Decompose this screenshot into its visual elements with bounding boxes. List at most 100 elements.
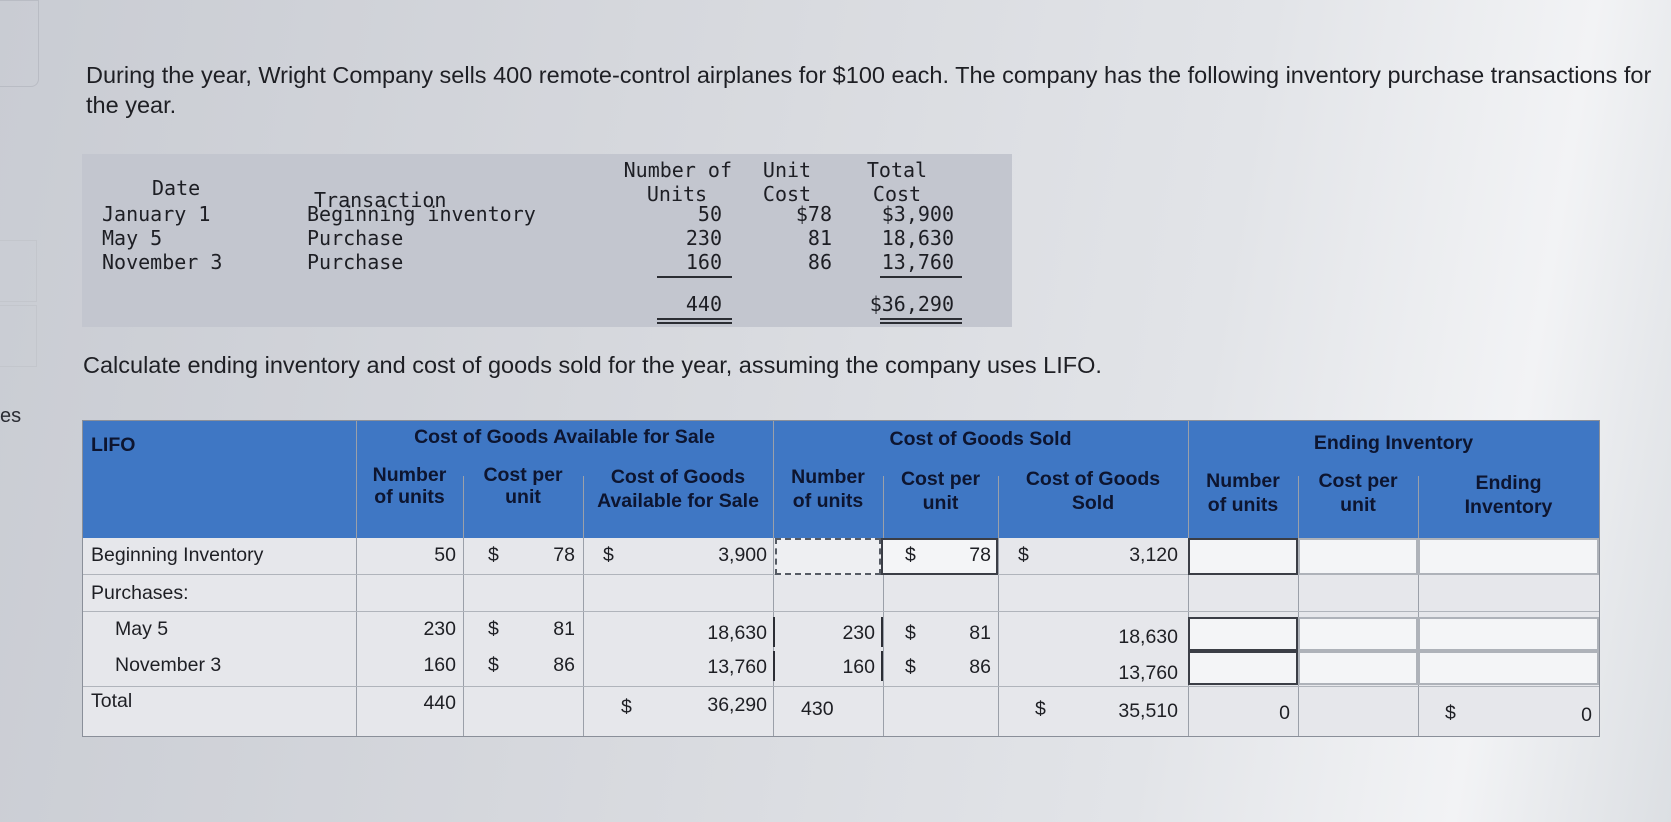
cogs-units-value: 230 <box>842 622 875 644</box>
cogs-units-input[interactable] <box>775 538 881 575</box>
col-header-cogs-units: of units <box>792 490 864 512</box>
input-edge <box>773 617 775 647</box>
col-header-cogas-total: Cost of Goods <box>610 466 746 488</box>
col-header-transaction: Transaction <box>314 188 447 212</box>
currency-symbol: $ <box>1035 698 1046 720</box>
subtotal-underline <box>880 276 962 278</box>
col-header-unit-cost: Cost <box>762 182 812 206</box>
cogas-units-value: 160 <box>423 654 456 676</box>
table-row-transaction: Beginning inventory <box>307 202 536 226</box>
cogas-total-value: 13,760 <box>707 656 767 678</box>
row-label-total: Total <box>91 690 133 712</box>
column-divider <box>1418 476 1419 736</box>
side-panel-box <box>0 305 37 367</box>
ending-cost-per-unit-input[interactable] <box>1298 617 1418 651</box>
total-double-underline <box>657 318 732 320</box>
column-divider <box>463 476 464 736</box>
row-label-november-3: November 3 <box>115 654 222 676</box>
table-row-transaction: Purchase <box>307 250 404 274</box>
col-header-cogs-total: Cost of Goods <box>1025 468 1161 490</box>
side-panel-box <box>0 240 37 302</box>
cogas-total-value: 18,630 <box>707 622 767 644</box>
ending-units-input[interactable] <box>1188 617 1298 651</box>
col-header-cogas-units: Number <box>372 464 447 486</box>
ending-inventory-input[interactable] <box>1418 538 1599 575</box>
window-edge-frame <box>0 0 39 87</box>
col-header-total-cost: Total <box>866 158 928 182</box>
cogs-total-value: 3,120 <box>1129 544 1178 566</box>
column-divider <box>883 476 884 736</box>
column-divider <box>356 421 357 736</box>
method-label: LIFO <box>91 434 136 456</box>
col-header-cogs-cost-per-unit: Cost per <box>900 468 981 490</box>
cogas-cost-per-unit-value: 81 <box>553 618 575 640</box>
currency-symbol: $ <box>1445 702 1456 724</box>
total-double-underline <box>880 318 962 320</box>
currency-symbol: $ <box>621 696 632 718</box>
column-divider <box>583 476 584 736</box>
row-label-purchases: Purchases: <box>91 582 189 604</box>
currency-symbol: $ <box>488 544 499 566</box>
input-edge <box>881 617 883 647</box>
table-row-total-cost: 18,630 <box>881 226 954 250</box>
subtotal-underline <box>657 276 732 278</box>
sidebar-edge-label: es <box>0 405 22 427</box>
row-label-may-5: May 5 <box>115 618 169 640</box>
col-header-date: Date <box>152 176 201 200</box>
currency-symbol: $ <box>905 656 916 678</box>
col-header-cogs-cost-per-unit: unit <box>922 492 959 514</box>
ending-inventory-input[interactable] <box>1418 651 1599 685</box>
cogas-total-value: 3,900 <box>718 544 767 566</box>
ending-units-input[interactable] <box>1188 651 1298 685</box>
currency-symbol: $ <box>1018 544 1029 566</box>
ending-cost-per-unit-input[interactable] <box>1298 651 1418 685</box>
column-divider <box>1298 476 1299 736</box>
column-divider <box>773 421 774 736</box>
table-row-units: 50 <box>697 202 722 226</box>
group-header-cogs: Cost of Goods Sold <box>889 428 1072 450</box>
col-header-units: Units <box>646 182 708 206</box>
cogas-units-total: 440 <box>423 692 456 714</box>
table-row-unit-cost: $78 <box>795 202 832 226</box>
total-double-underline <box>657 322 732 324</box>
group-header-cogas: Cost of Goods Available for Sale <box>414 426 715 448</box>
cogas-cost-per-unit-value: 86 <box>553 654 575 676</box>
question-prompt: Calculate ending inventory and cost of g… <box>83 352 1102 378</box>
ending-units-input[interactable] <box>1188 538 1298 575</box>
cogas-units-value: 230 <box>423 618 456 640</box>
lifo-worksheet-table: LIFO Cost of Goods Available for Sale Co… <box>82 420 1600 737</box>
cogs-cost-per-unit-value: 78 <box>969 544 991 566</box>
col-header-ending-units: Number <box>1206 470 1280 492</box>
column-divider <box>1188 421 1189 736</box>
col-header-cogas-cost-per-unit: unit <box>505 486 541 508</box>
col-header-ending-units: of units <box>1207 494 1279 516</box>
table-row-unit-cost: 86 <box>807 250 832 274</box>
col-header-unit-cost: Unit <box>762 158 812 182</box>
input-edge <box>881 651 883 681</box>
total-double-underline <box>880 322 962 324</box>
row-label-beginning-inventory: Beginning Inventory <box>91 544 264 566</box>
ending-inventory-input[interactable] <box>1418 617 1599 651</box>
total-units: 440 <box>685 292 722 316</box>
purchase-transactions-table: Date Transaction Number of Units Unit Co… <box>82 154 1012 327</box>
col-header-cogas-units: of units <box>374 486 445 508</box>
col-header-total-cost: Cost <box>872 182 922 206</box>
column-divider <box>998 476 999 736</box>
row-divider <box>83 686 1599 687</box>
input-edge <box>773 651 775 681</box>
table-row-total-cost: 13,760 <box>881 250 954 274</box>
col-header-cogs-total: Sold <box>1071 492 1115 514</box>
currency-symbol: $ <box>905 544 916 566</box>
table-row-date: November 3 <box>102 250 223 274</box>
table-row-date: January 1 <box>102 202 211 226</box>
cogas-units-value: 50 <box>434 544 456 566</box>
row-divider <box>83 611 1599 612</box>
group-header-ending-inventory: Ending Inventory <box>1313 432 1474 454</box>
col-header-ending-cost-per-unit: Cost per <box>1318 470 1398 492</box>
table-row-transaction: Purchase <box>307 226 404 250</box>
ending-cost-per-unit-input[interactable] <box>1298 538 1418 575</box>
col-header-ending-inventory: Ending <box>1475 472 1542 494</box>
col-header-ending-inventory: Inventory <box>1464 496 1553 518</box>
cogs-cost-per-unit-input[interactable] <box>881 538 998 575</box>
col-header-cogs-units: Number <box>791 466 865 488</box>
